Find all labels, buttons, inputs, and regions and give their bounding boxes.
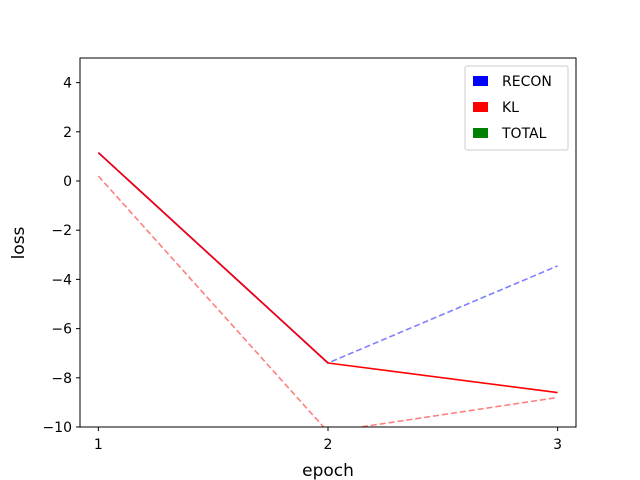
y-axis-label: loss — [9, 226, 29, 259]
legend-swatch — [473, 102, 488, 112]
legend: RECON KL TOTAL — [464, 65, 569, 151]
x-tick-label: 1 — [94, 437, 103, 453]
series-line-2 — [97, 152, 558, 364]
y-tick-label: 4 — [63, 76, 72, 92]
y-tick-label: 0 — [63, 174, 72, 190]
legend-label: KL — [502, 100, 519, 116]
y-axis: −10 −8 −6 −4 −2 0 2 4 — [42, 76, 80, 436]
series-line-1 — [97, 152, 558, 394]
legend-swatch — [473, 128, 488, 138]
y-tick-label: −2 — [51, 223, 72, 239]
x-tick-label: 3 — [553, 437, 562, 453]
series-layer — [97, 152, 558, 427]
legend-label: RECON — [502, 74, 552, 90]
y-tick-label: −8 — [51, 371, 72, 387]
legend-frame — [464, 65, 569, 151]
series-line-3 — [97, 175, 558, 427]
y-tick-label: −10 — [42, 420, 72, 436]
y-tick-label: 2 — [63, 125, 72, 141]
y-tick-label: −4 — [51, 272, 72, 288]
legend-label: TOTAL — [501, 126, 547, 142]
x-axis-label: epoch — [302, 461, 354, 480]
x-tick-label: 2 — [324, 437, 333, 453]
x-axis: 1 2 3 — [94, 427, 562, 453]
legend-swatch — [473, 76, 488, 86]
y-tick-label: −6 — [51, 322, 72, 338]
